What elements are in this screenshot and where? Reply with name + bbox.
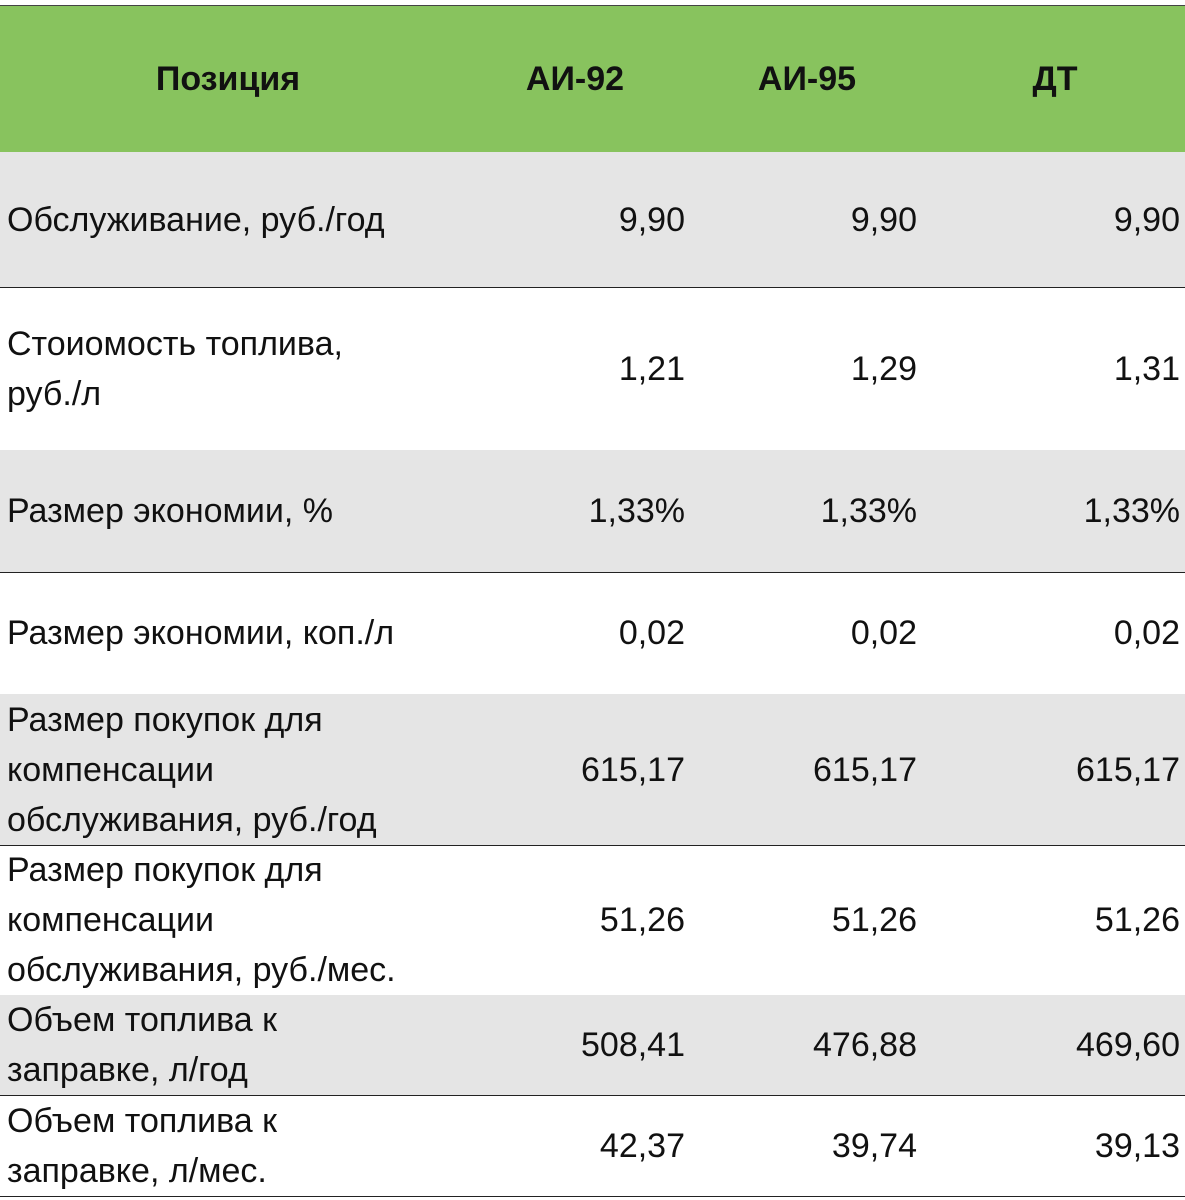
header-cell: АИ-92 xyxy=(425,6,725,152)
value-cell: 0,02 xyxy=(960,572,1180,694)
label-line: заправке, л/год xyxy=(7,1051,248,1089)
value-cell: 9,90 xyxy=(960,152,1180,287)
table-row: Размер экономии, % 1,33% 1,33% 1,33% xyxy=(0,450,1185,573)
label-line: обслуживания, руб./год xyxy=(7,800,377,839)
label-line: Обслуживание, руб./год xyxy=(7,200,385,239)
value-text: 9,90 xyxy=(850,200,917,239)
value-text: 1,33% xyxy=(820,492,917,530)
label-line: Объем топлива к xyxy=(7,1101,278,1140)
value-text: 615,17 xyxy=(581,750,685,789)
value-cell: 0,02 xyxy=(697,572,917,694)
table-row: Размер покупок для компенсации обслуживани… xyxy=(0,694,1185,846)
value-text: 476,88 xyxy=(813,1026,917,1064)
value-cell: 1,31 xyxy=(960,287,1180,450)
value-text: 0,02 xyxy=(1113,614,1180,652)
value-cell: 42,37 xyxy=(465,1095,685,1196)
value-text: 51,26 xyxy=(831,901,917,939)
value-text: 0,02 xyxy=(618,614,685,652)
header-row: Позиция АИ-92 АИ-95 ДТ xyxy=(0,5,1185,153)
value-text: 51,26 xyxy=(599,901,685,939)
header-text: АИ-95 xyxy=(757,60,857,98)
value-cell: 39,74 xyxy=(697,1095,917,1196)
value-cell: 1,29 xyxy=(697,287,917,450)
value-text: 39,13 xyxy=(1094,1126,1180,1165)
header-text: АИ-92 xyxy=(525,60,625,98)
value-cell: 39,13 xyxy=(960,1095,1180,1196)
table-row: Размер экономии, коп./л 0,02 0,02 0,02 xyxy=(0,572,1185,695)
label-line: компенсации xyxy=(7,901,215,939)
value-text: 9,90 xyxy=(618,200,685,239)
label-line: Размер покупок для xyxy=(7,851,323,889)
label-line: Размер экономии, % xyxy=(7,492,333,530)
value-text: 469,60 xyxy=(1076,1026,1180,1064)
value-cell: 9,90 xyxy=(465,152,685,287)
table-row: Размер покупок для компенсации обслуживани… xyxy=(0,845,1185,996)
header-cell: ДТ xyxy=(905,6,1185,152)
value-cell: 476,88 xyxy=(697,995,917,1095)
value-cell: 615,17 xyxy=(697,694,917,845)
label-line: компенсации xyxy=(7,750,215,789)
value-cell: 1,33% xyxy=(960,450,1180,572)
row-label: Размер экономии, % xyxy=(7,450,487,572)
row-label: Стоиомость топлива, руб./л xyxy=(7,287,487,450)
row-label: Обслуживание, руб./год xyxy=(7,152,487,287)
row-label: Объем топлива к заправке, л/мес. xyxy=(7,1095,487,1196)
table-row: Объем топлива к заправке, л/год 508,41 476,… xyxy=(0,995,1185,1096)
value-text: 1,21 xyxy=(618,349,685,388)
row-label: Размер покупок для компенсации обслуживани… xyxy=(7,694,487,845)
value-text: 1,29 xyxy=(850,349,917,388)
value-text: 0,02 xyxy=(850,614,917,652)
value-text: 508,41 xyxy=(581,1026,685,1064)
value-cell: 51,26 xyxy=(697,845,917,995)
label-line: Стоиомость топлива, xyxy=(7,324,343,363)
header-text: ДТ xyxy=(1032,60,1078,98)
row-label: Размер экономии, коп./л xyxy=(7,572,487,694)
label-line: заправке, л/мес. xyxy=(7,1151,267,1190)
value-text: 615,17 xyxy=(1076,750,1180,789)
value-cell: 1,33% xyxy=(697,450,917,572)
header-text: Позиция xyxy=(155,60,301,98)
label-line: руб./л xyxy=(7,374,102,413)
value-cell: 0,02 xyxy=(465,572,685,694)
value-cell: 1,21 xyxy=(465,287,685,450)
value-cell: 51,26 xyxy=(960,845,1180,995)
value-text: 39,74 xyxy=(831,1126,917,1165)
value-text: 615,17 xyxy=(813,750,917,789)
value-text: 42,37 xyxy=(599,1126,685,1165)
table-row: Обслуживание, руб./год 9,90 9,90 9,90 xyxy=(0,152,1185,288)
table-row: Объем топлива к заправке, л/мес. 42,37 39,7… xyxy=(0,1095,1185,1197)
table-row: Стоиомость топлива, руб./л 1,21 1,29 1,31 xyxy=(0,287,1185,451)
row-label: Объем топлива к заправке, л/год xyxy=(7,995,487,1095)
value-cell: 51,26 xyxy=(465,845,685,995)
header-cell: Позиция xyxy=(78,6,378,152)
label-line: Объем топлива к xyxy=(7,1001,278,1039)
value-text: 1,33% xyxy=(588,492,685,530)
row-label: Размер покупок для компенсации обслуживани… xyxy=(7,845,487,995)
label-line: обслуживания, руб./мес. xyxy=(7,951,396,989)
value-text: 1,31 xyxy=(1113,349,1180,388)
label-line: Размер экономии, коп./л xyxy=(7,614,395,652)
value-cell: 1,33% xyxy=(465,450,685,572)
value-text: 9,90 xyxy=(1113,200,1180,239)
value-cell: 508,41 xyxy=(465,995,685,1095)
header-cell: АИ-95 xyxy=(657,6,957,152)
value-text: 51,26 xyxy=(1094,901,1180,939)
value-text: 1,33% xyxy=(1083,492,1180,530)
value-cell: 615,17 xyxy=(960,694,1180,845)
value-cell: 9,90 xyxy=(697,152,917,287)
label-line: Размер покупок для xyxy=(7,700,323,739)
value-cell: 615,17 xyxy=(465,694,685,845)
value-cell: 469,60 xyxy=(960,995,1180,1095)
